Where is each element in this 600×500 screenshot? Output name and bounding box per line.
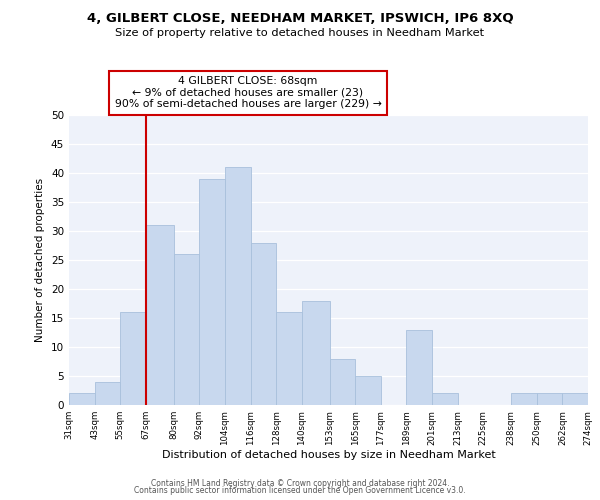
Text: Contains HM Land Registry data © Crown copyright and database right 2024.: Contains HM Land Registry data © Crown c… bbox=[151, 478, 449, 488]
Text: 4, GILBERT CLOSE, NEEDHAM MARKET, IPSWICH, IP6 8XQ: 4, GILBERT CLOSE, NEEDHAM MARKET, IPSWIC… bbox=[86, 12, 514, 26]
Bar bbox=[329, 358, 355, 405]
Bar bbox=[173, 254, 199, 405]
Bar bbox=[432, 394, 458, 405]
Bar bbox=[355, 376, 381, 405]
Bar bbox=[251, 242, 276, 405]
Bar bbox=[406, 330, 432, 405]
Bar bbox=[225, 167, 251, 405]
Bar bbox=[120, 312, 146, 405]
Bar bbox=[302, 300, 329, 405]
Y-axis label: Number of detached properties: Number of detached properties bbox=[35, 178, 46, 342]
Text: Size of property relative to detached houses in Needham Market: Size of property relative to detached ho… bbox=[115, 28, 485, 38]
Text: 4 GILBERT CLOSE: 68sqm
← 9% of detached houses are smaller (23)
90% of semi-deta: 4 GILBERT CLOSE: 68sqm ← 9% of detached … bbox=[115, 76, 382, 109]
Bar bbox=[95, 382, 120, 405]
Text: Contains public sector information licensed under the Open Government Licence v3: Contains public sector information licen… bbox=[134, 486, 466, 495]
Bar bbox=[562, 394, 588, 405]
Bar bbox=[69, 394, 95, 405]
Bar bbox=[537, 394, 562, 405]
X-axis label: Distribution of detached houses by size in Needham Market: Distribution of detached houses by size … bbox=[161, 450, 496, 460]
Bar bbox=[199, 179, 225, 405]
Bar bbox=[146, 225, 173, 405]
Bar bbox=[276, 312, 302, 405]
Bar bbox=[511, 394, 537, 405]
